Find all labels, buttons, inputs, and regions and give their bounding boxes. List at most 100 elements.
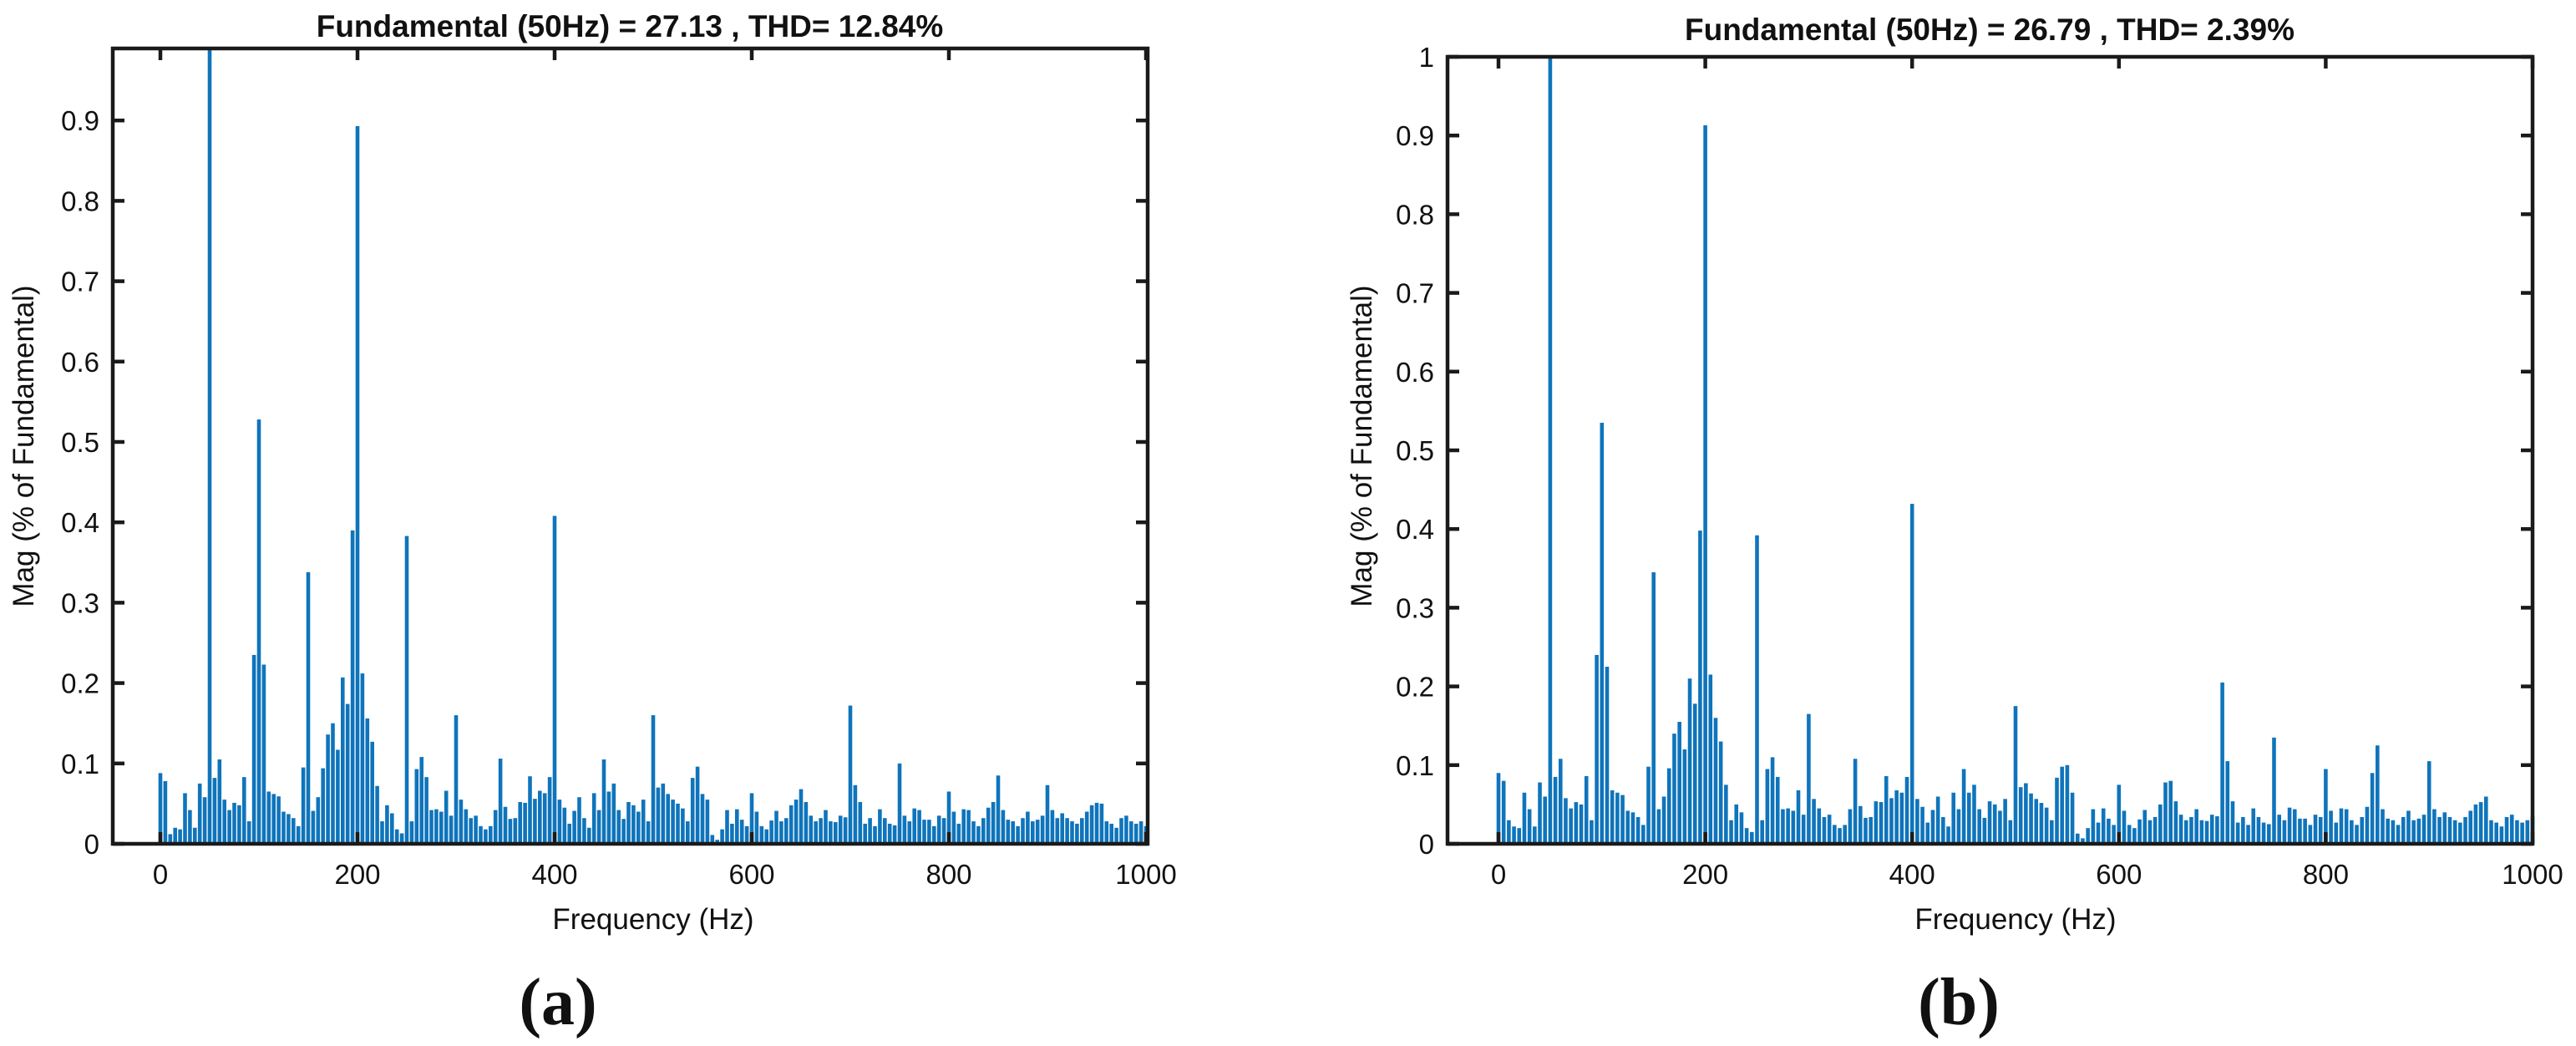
spectrum-bar xyxy=(2344,809,2349,844)
spectrum-bar xyxy=(887,823,892,844)
spectrum-bar xyxy=(444,790,449,844)
spectrum-bar xyxy=(819,818,823,844)
spectrum-bar xyxy=(503,806,508,844)
spectrum-bar xyxy=(1620,795,1625,844)
spectrum-bar xyxy=(651,715,656,844)
spectrum-bar xyxy=(2411,820,2416,844)
spectrum-bar xyxy=(399,833,404,844)
spectrum-bar xyxy=(1956,809,1961,844)
spectrum-bar xyxy=(2096,822,2101,844)
spectrum-bar xyxy=(2060,766,2065,844)
spectrum-bar xyxy=(1724,784,1728,844)
y-tick-label: 0.4 xyxy=(1396,514,1434,545)
spectrum-bar xyxy=(725,810,729,844)
spectrum-bar xyxy=(2173,801,2178,844)
spectrum-bar xyxy=(744,825,749,844)
spectrum-bar xyxy=(523,802,527,844)
spectrum-bar xyxy=(2421,815,2426,844)
spectrum-bars xyxy=(1496,57,2535,844)
spectrum-bar xyxy=(715,840,719,844)
spectrum-bar xyxy=(671,800,675,844)
plot-b: 0 200 400 600 800 1000 0 0.1 0.2 0.3 0.4 0.5 0.6 0.7 0… xyxy=(1396,42,2563,890)
spectrum-bar xyxy=(2204,820,2209,844)
spectrum-bar xyxy=(419,757,423,844)
spectrum-bar xyxy=(1651,572,1656,844)
spectrum-bar xyxy=(2024,783,2028,844)
spectrum-bar xyxy=(1833,825,1837,844)
spectrum-bar xyxy=(2122,810,2127,844)
spectrum-bar xyxy=(2008,820,2013,844)
spectrum-bar xyxy=(601,759,606,844)
spectrum-bar xyxy=(735,809,739,844)
spectrum-bar xyxy=(922,820,926,844)
spectrum-bar xyxy=(2044,807,2049,844)
spectrum-bar xyxy=(2355,825,2359,844)
spectrum-bar xyxy=(1507,820,1511,844)
spectrum-bar xyxy=(764,829,768,844)
spectrum-bar xyxy=(1812,799,1816,844)
spectrum-bar xyxy=(695,766,700,844)
spectrum-bar xyxy=(1635,816,1640,844)
spectrum-bar xyxy=(2112,825,2116,844)
spectrum-bar xyxy=(2447,816,2452,844)
spectrum-bar xyxy=(1848,809,1853,844)
y-tick-label: 0.3 xyxy=(1396,592,1434,623)
spectrum-bar xyxy=(661,783,666,844)
spectrum-bar xyxy=(207,48,212,844)
spectrum-bar xyxy=(394,829,399,844)
spectrum-bar xyxy=(533,799,537,844)
spectrum-bar xyxy=(489,825,493,844)
spectrum-bar xyxy=(2292,809,2297,844)
spectrum-bar xyxy=(1687,678,1692,844)
spectrum-bar xyxy=(1987,801,1992,844)
spectrum-bar xyxy=(2489,820,2493,844)
spectrum-bar xyxy=(759,825,764,844)
spectrum-bar xyxy=(518,801,522,844)
spectrum-bar xyxy=(479,825,483,844)
spectrum-bar xyxy=(2178,815,2183,844)
spectrum-bar xyxy=(1625,810,1630,844)
spectrum-bar xyxy=(1791,810,1796,844)
spectrum-bar xyxy=(2401,816,2406,844)
spectrum-bar xyxy=(1920,806,1924,844)
spectrum-bar xyxy=(858,801,863,844)
spectrum-bar xyxy=(404,536,409,844)
spectrum-bar xyxy=(1109,823,1113,844)
spectrum-bar xyxy=(1915,799,1919,844)
spectrum-bar xyxy=(542,793,547,844)
spectrum-bar xyxy=(956,823,961,844)
spectrum-bar xyxy=(1615,792,1620,844)
spectrum-bar xyxy=(1590,820,1594,844)
spectrum-bar xyxy=(789,805,794,844)
spectrum-bar xyxy=(331,723,335,844)
spectrum-bar xyxy=(720,829,724,844)
spectrum-bar xyxy=(2230,801,2235,844)
spectrum-bar xyxy=(1801,815,1806,844)
spectrum-bar xyxy=(449,815,454,844)
x-tick-label: 200 xyxy=(334,859,380,890)
spectrum-bar xyxy=(1138,821,1143,844)
spectrum-bar xyxy=(360,673,365,844)
spectrum-bar xyxy=(883,818,887,844)
spectrum-bar xyxy=(1094,802,1099,844)
spectrum-bar xyxy=(1889,798,1894,844)
spectrum-bar xyxy=(873,825,877,844)
spectrum-bar xyxy=(2520,822,2524,844)
spectrum-bar xyxy=(1080,818,1084,844)
spectrum-bar xyxy=(1661,796,1666,844)
tick-labels: 0 200 400 600 800 1000 0 0.1 0.2 0.3 0.4 0.5 0.6 0.7 0… xyxy=(61,105,1177,890)
spectrum-bar xyxy=(1595,654,1599,844)
spectrum-bar xyxy=(1692,703,1697,844)
plot-a: 0 200 400 600 800 1000 0 0.1 0.2 0.3 0.4 0.5 0.6 0.7 0… xyxy=(61,46,1177,890)
tick-labels: 0 200 400 600 800 1000 0 0.1 0.2 0.3 0.4 0.5 0.6 0.7 0… xyxy=(1396,42,2563,890)
spectrum-bar xyxy=(2050,820,2054,844)
spectrum-bar xyxy=(907,821,912,844)
spectrum-bar xyxy=(2241,816,2245,844)
spectrum-bar xyxy=(1786,808,1790,844)
spectrum-bar xyxy=(897,763,902,844)
spectrum-bar xyxy=(276,796,281,844)
spectrum-bar xyxy=(1827,815,1832,844)
spectrum-bar xyxy=(562,807,567,844)
spectrum-bar xyxy=(2070,792,2075,844)
